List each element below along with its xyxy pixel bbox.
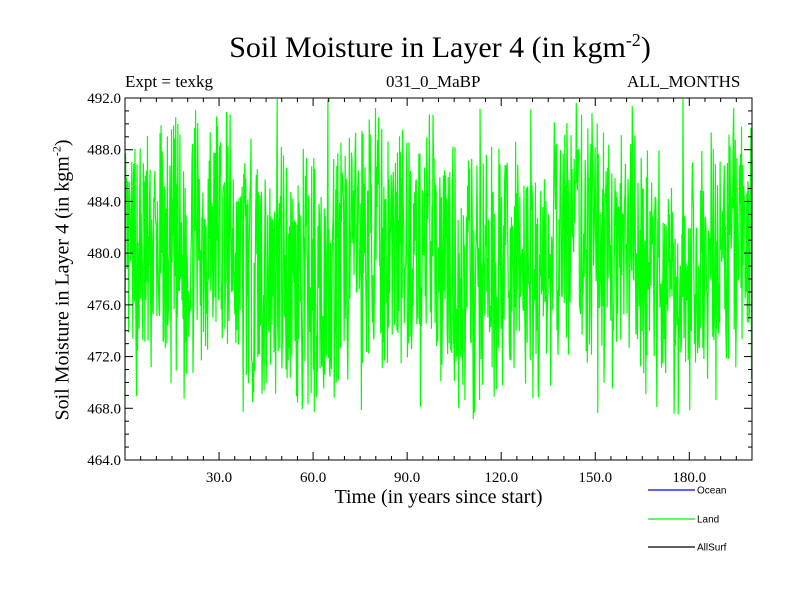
y-tick-label: 484.0: [87, 194, 121, 210]
subtitle-center: 031_0_MaBP: [386, 72, 481, 91]
experiment-label: Expt = texkg: [125, 72, 213, 91]
y-tick-label: 476.0: [87, 298, 121, 314]
y-tick-label: 472.0: [87, 350, 121, 366]
y-axis-label: Soil Moisture in Layer 4 (in kgm-2): [49, 139, 74, 421]
y-tick-label: 492.0: [87, 91, 121, 107]
y-tick-label: 468.0: [87, 401, 121, 417]
legend-label-ocean: Ocean: [697, 486, 726, 497]
chart-title: Soil Moisture in Layer 4 (in kgm-2): [229, 30, 651, 64]
x-tick-label: 90.0: [394, 470, 420, 486]
x-tick-label: 180.0: [672, 470, 706, 486]
subtitle-right: ALL_MONTHS: [627, 72, 741, 91]
x-tick-label: 30.0: [206, 470, 232, 486]
land-series-line: [124, 98, 753, 419]
legend-label-land: Land: [697, 515, 719, 526]
x-tick-label: 60.0: [300, 470, 326, 486]
y-tick-label: 464.0: [87, 453, 121, 469]
legend-label-allsurf: AllSurf: [697, 543, 727, 554]
y-tick-label: 480.0: [87, 246, 121, 262]
x-axis-label: Time (in years since start): [334, 486, 543, 508]
x-tick-label: 150.0: [578, 470, 612, 486]
y-tick-label: 488.0: [87, 143, 121, 159]
x-tick-label: 120.0: [484, 470, 518, 486]
